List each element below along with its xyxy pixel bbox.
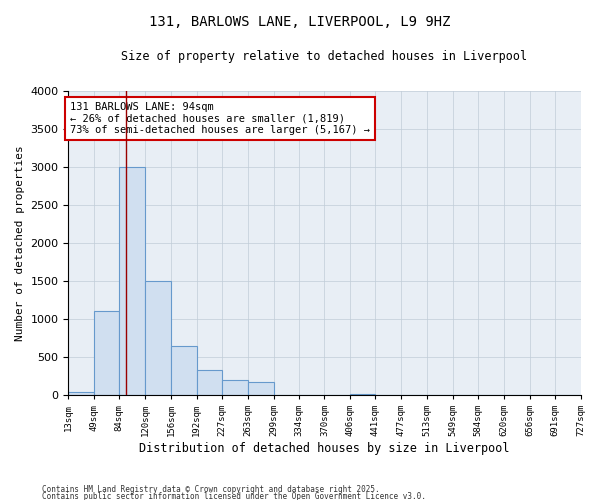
Y-axis label: Number of detached properties: Number of detached properties <box>15 145 25 340</box>
Title: Size of property relative to detached houses in Liverpool: Size of property relative to detached ho… <box>121 50 527 63</box>
Bar <box>119 166 145 395</box>
X-axis label: Distribution of detached houses by size in Liverpool: Distribution of detached houses by size … <box>139 442 510 455</box>
Bar <box>94 312 119 395</box>
Bar <box>145 281 171 395</box>
Text: Contains public sector information licensed under the Open Government Licence v3: Contains public sector information licen… <box>42 492 426 500</box>
Text: Contains HM Land Registry data © Crown copyright and database right 2025.: Contains HM Land Registry data © Crown c… <box>42 486 380 494</box>
Bar <box>68 392 94 395</box>
Text: 131 BARLOWS LANE: 94sqm
← 26% of detached houses are smaller (1,819)
73% of semi: 131 BARLOWS LANE: 94sqm ← 26% of detache… <box>70 102 370 135</box>
Bar <box>171 346 197 395</box>
Text: 131, BARLOWS LANE, LIVERPOOL, L9 9HZ: 131, BARLOWS LANE, LIVERPOOL, L9 9HZ <box>149 15 451 29</box>
Bar <box>350 394 376 395</box>
Bar <box>197 370 222 395</box>
Bar <box>222 380 248 395</box>
Bar <box>248 382 274 395</box>
